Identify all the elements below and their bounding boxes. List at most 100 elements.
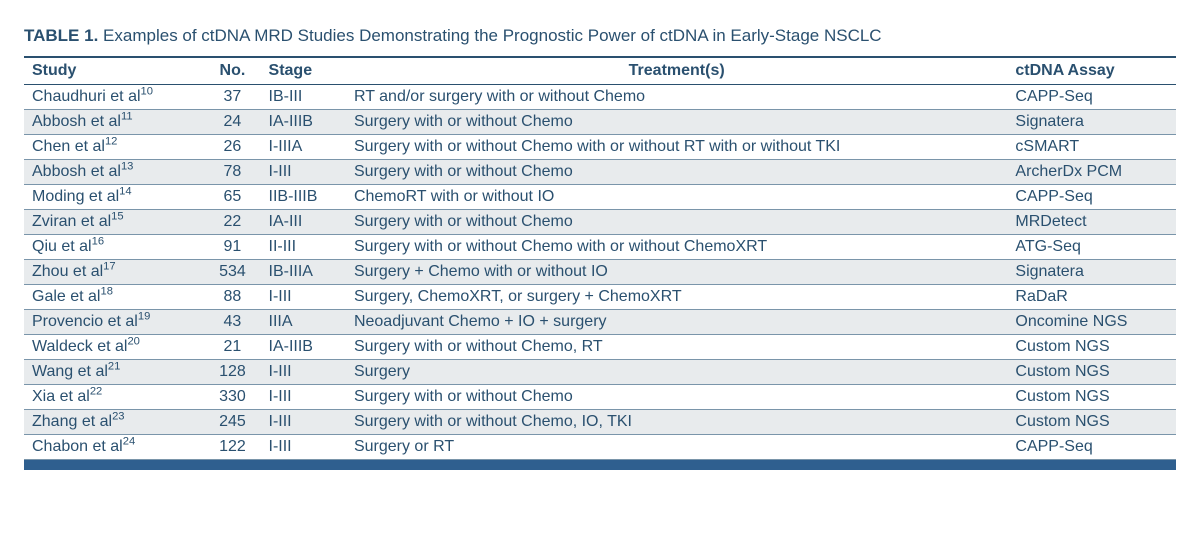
cell-assay: CAPP-Seq bbox=[1007, 435, 1176, 460]
cell-assay: RaDaR bbox=[1007, 285, 1176, 310]
cell-stage: I-IIIA bbox=[261, 135, 346, 160]
cell-study: Chaudhuri et al10 bbox=[24, 85, 204, 110]
cell-treatment: Surgery with or without Chemo with or wi… bbox=[346, 235, 1007, 260]
cell-no: 24 bbox=[204, 110, 260, 135]
cell-stage: I-III bbox=[261, 360, 346, 385]
cell-stage: I-III bbox=[261, 160, 346, 185]
table-row: Wang et al21128I-IIISurgeryCustom NGS bbox=[24, 360, 1176, 385]
cell-study: Qiu et al16 bbox=[24, 235, 204, 260]
cell-study: Provencio et al19 bbox=[24, 310, 204, 335]
table-row: Zhang et al23 245I-IIISurgery with or wit… bbox=[24, 410, 1176, 435]
cell-stage: II-III bbox=[261, 235, 346, 260]
table-row: Xia et al22330I-IIISurgery with or witho… bbox=[24, 385, 1176, 410]
table-row: Chen et al1226I-IIIASurgery with or with… bbox=[24, 135, 1176, 160]
table-header-row: Study No. Stage Treatment(s) ctDNA Assay bbox=[24, 57, 1176, 85]
cell-no: 43 bbox=[204, 310, 260, 335]
cell-treatment: Surgery or RT bbox=[346, 435, 1007, 460]
cell-study: Chabon et al24 bbox=[24, 435, 204, 460]
cell-study: Chen et al12 bbox=[24, 135, 204, 160]
data-table: Study No. Stage Treatment(s) ctDNA Assay… bbox=[24, 56, 1176, 460]
cell-no: 245 bbox=[204, 410, 260, 435]
cell-assay: Custom NGS bbox=[1007, 360, 1176, 385]
cell-no: 534 bbox=[204, 260, 260, 285]
cell-treatment: Surgery, ChemoXRT, or surgery + ChemoXRT bbox=[346, 285, 1007, 310]
cell-treatment: Surgery with or without Chemo with or wi… bbox=[346, 135, 1007, 160]
cell-no: 22 bbox=[204, 210, 260, 235]
study-ref: 11 bbox=[121, 111, 133, 123]
table-label: TABLE 1. bbox=[24, 26, 98, 45]
cell-treatment: Surgery with or without Chemo bbox=[346, 385, 1007, 410]
study-name: Zhang et al bbox=[32, 413, 112, 430]
cell-stage: IIB-IIIB bbox=[261, 185, 346, 210]
cell-stage: IB-IIIA bbox=[261, 260, 346, 285]
cell-study: Zhou et al17 bbox=[24, 260, 204, 285]
study-name: Wang et al bbox=[32, 363, 108, 380]
cell-no: 330 bbox=[204, 385, 260, 410]
cell-assay: Signatera bbox=[1007, 110, 1176, 135]
cell-stage: IA-IIIB bbox=[261, 110, 346, 135]
cell-stage: I-III bbox=[261, 435, 346, 460]
study-ref: 10 bbox=[141, 86, 153, 98]
col-header-study: Study bbox=[24, 57, 204, 85]
cell-stage: IB-III bbox=[261, 85, 346, 110]
study-name: Moding et al bbox=[32, 188, 119, 205]
study-ref: 21 bbox=[108, 361, 120, 373]
col-header-stage: Stage bbox=[261, 57, 346, 85]
study-ref: 23 bbox=[112, 411, 124, 423]
table-row: Waldeck et al2021IA-IIIBSurgery with or … bbox=[24, 335, 1176, 360]
table-row: Chaudhuri et al1037IB-IIIRT and/or surge… bbox=[24, 85, 1176, 110]
cell-stage: I-III bbox=[261, 410, 346, 435]
table-footer-bar bbox=[24, 460, 1176, 470]
study-ref: 14 bbox=[119, 186, 131, 198]
cell-treatment: Surgery with or without Chemo, RT bbox=[346, 335, 1007, 360]
cell-study: Gale et al18 bbox=[24, 285, 204, 310]
cell-study: Waldeck et al20 bbox=[24, 335, 204, 360]
cell-assay: CAPP-Seq bbox=[1007, 85, 1176, 110]
study-ref: 18 bbox=[100, 286, 112, 298]
cell-treatment: Surgery with or without Chemo bbox=[346, 210, 1007, 235]
cell-stage: I-III bbox=[261, 285, 346, 310]
table-row: Abbosh et al1378I-IIISurgery with or wit… bbox=[24, 160, 1176, 185]
study-name: Gale et al bbox=[32, 288, 100, 305]
cell-assay: cSMART bbox=[1007, 135, 1176, 160]
cell-assay: ArcherDx PCM bbox=[1007, 160, 1176, 185]
cell-no: 91 bbox=[204, 235, 260, 260]
study-name: Chen et al bbox=[32, 138, 105, 155]
study-name: Chabon et al bbox=[32, 438, 123, 455]
table-row: Qiu et al1691II-IIISurgery with or witho… bbox=[24, 235, 1176, 260]
study-name: Zviran et al bbox=[32, 213, 111, 230]
cell-assay: Custom NGS bbox=[1007, 410, 1176, 435]
study-name: Xia et al bbox=[32, 388, 90, 405]
study-name: Qiu et al bbox=[32, 238, 92, 255]
table-container: TABLE 1. Examples of ctDNA MRD Studies D… bbox=[24, 20, 1176, 470]
cell-study: Xia et al22 bbox=[24, 385, 204, 410]
cell-assay: Custom NGS bbox=[1007, 335, 1176, 360]
cell-no: 21 bbox=[204, 335, 260, 360]
table-row: Zviran et al1522IA-IIISurgery with or wi… bbox=[24, 210, 1176, 235]
study-name: Abbosh et al bbox=[32, 163, 121, 180]
cell-study: Abbosh et al13 bbox=[24, 160, 204, 185]
study-ref: 24 bbox=[123, 436, 135, 448]
col-header-treatment: Treatment(s) bbox=[346, 57, 1007, 85]
study-name: Waldeck et al bbox=[32, 338, 127, 355]
cell-study: Moding et al14 bbox=[24, 185, 204, 210]
study-ref: 13 bbox=[121, 161, 133, 173]
cell-assay: Oncomine NGS bbox=[1007, 310, 1176, 335]
study-name: Zhou et al bbox=[32, 263, 103, 280]
cell-assay: Custom NGS bbox=[1007, 385, 1176, 410]
table-row: Gale et al1888I-IIISurgery, ChemoXRT, or… bbox=[24, 285, 1176, 310]
cell-no: 26 bbox=[204, 135, 260, 160]
study-name: Provencio et al bbox=[32, 313, 138, 330]
cell-treatment: Surgery with or without Chemo bbox=[346, 110, 1007, 135]
cell-assay: Signatera bbox=[1007, 260, 1176, 285]
study-ref: 19 bbox=[138, 311, 150, 323]
cell-study: Abbosh et al11 bbox=[24, 110, 204, 135]
cell-no: 88 bbox=[204, 285, 260, 310]
table-row: Abbosh et al1124IA-IIIBSurgery with or w… bbox=[24, 110, 1176, 135]
study-ref: 17 bbox=[103, 261, 115, 273]
study-ref: 22 bbox=[90, 386, 102, 398]
col-header-assay: ctDNA Assay bbox=[1007, 57, 1176, 85]
cell-treatment: Surgery with or without Chemo, IO, TKI bbox=[346, 410, 1007, 435]
cell-study: Wang et al21 bbox=[24, 360, 204, 385]
table-row: Provencio et al1943IIIANeoadjuvant Chemo… bbox=[24, 310, 1176, 335]
